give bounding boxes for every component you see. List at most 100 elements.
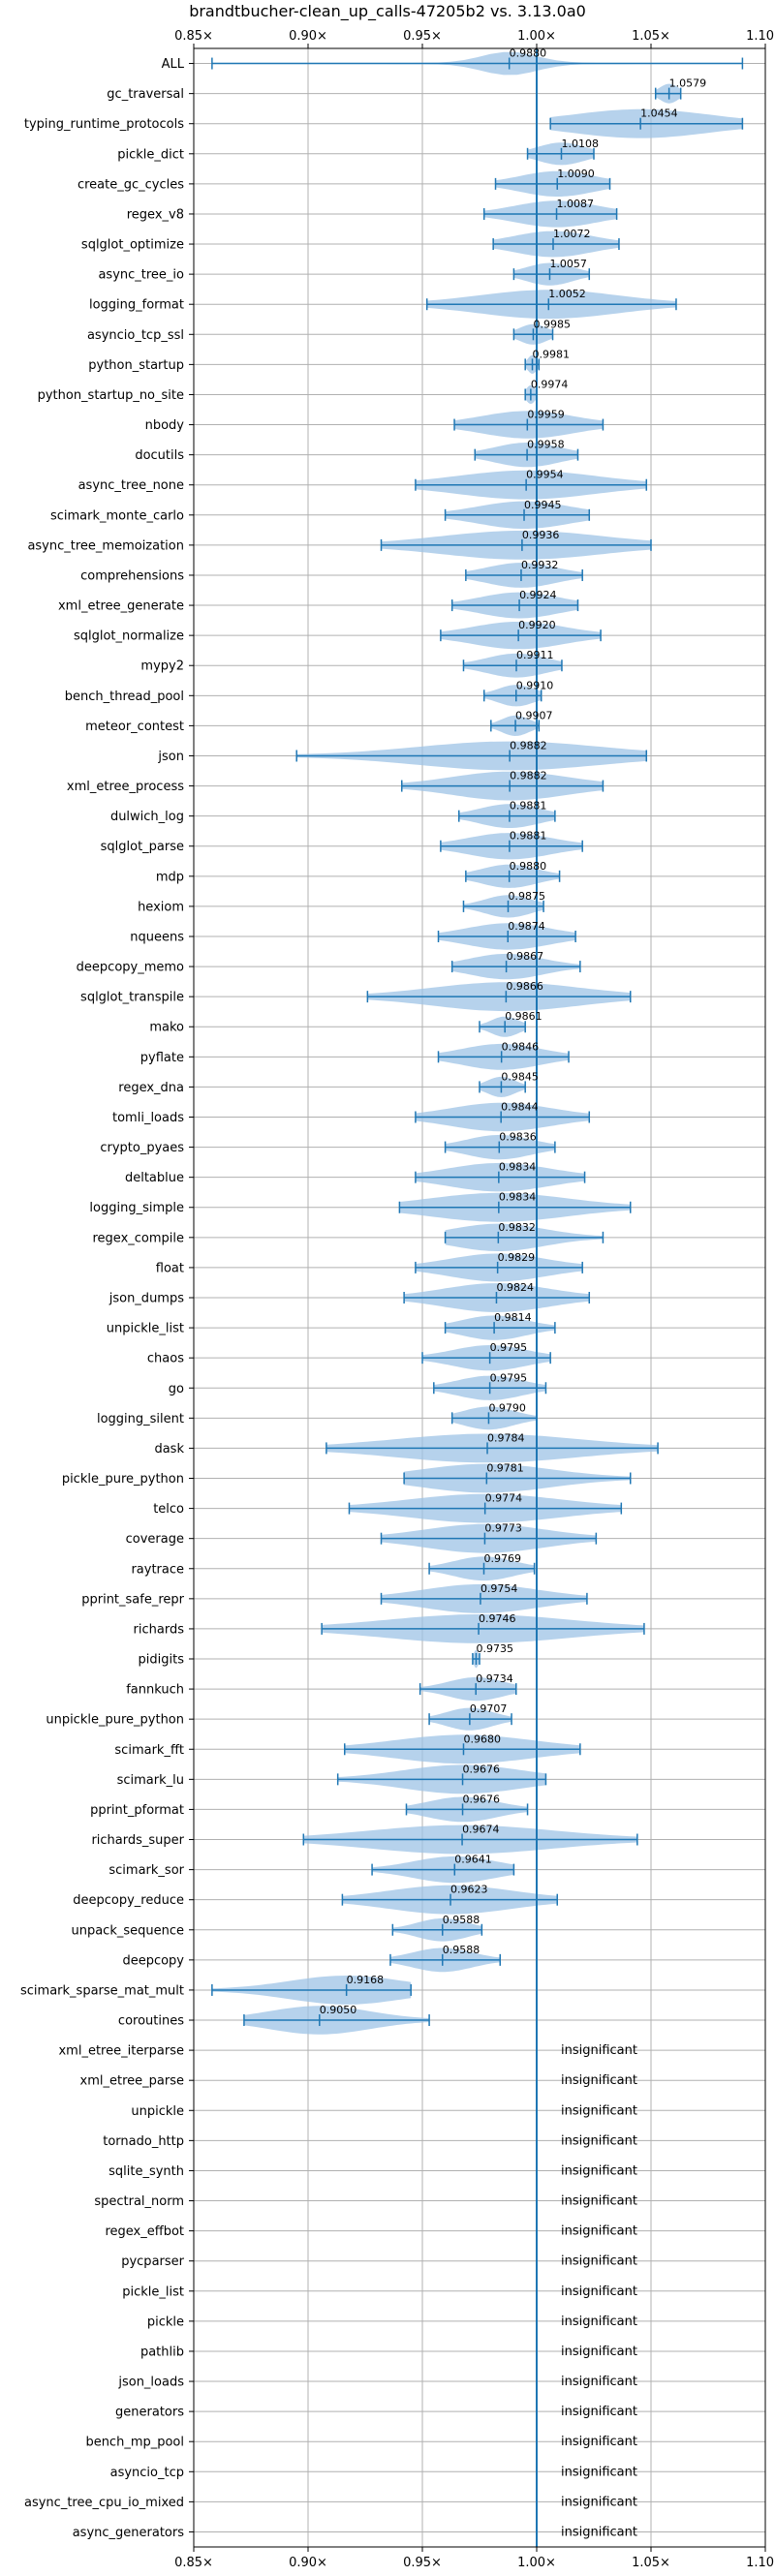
category-label: pidigits [139,1653,185,1668]
value-label: 0.9881 [510,830,547,843]
value-label: 0.9954 [526,469,564,481]
category-label: deepcopy [122,1953,184,1968]
category-label: regex_dna [118,1081,184,1095]
category-label: typing_runtime_protocols [24,117,184,132]
value-label: 0.9774 [485,1492,523,1505]
insignificant-label: insignificant [561,2103,637,2118]
category-label: logging_silent [97,1412,184,1426]
value-label: 0.9911 [516,649,554,661]
value-label: 0.9680 [463,1733,500,1745]
category-label: telco [153,1502,184,1517]
value-label: 0.9881 [510,800,547,813]
chart-title: brandtbucher-clean_up_calls-47205b2 vs. … [189,2,586,21]
value-label: 0.9674 [462,1824,499,1836]
category-label: meteor_contest [85,720,184,734]
category-label: docutils [135,448,184,463]
insignificant-label: insignificant [561,2525,637,2539]
insignificant-label: insignificant [561,2224,637,2239]
value-label: 0.9773 [484,1522,521,1535]
value-label: 0.9829 [498,1251,536,1264]
value-label: 1.0090 [557,168,595,180]
category-label: dulwich_log [110,810,184,824]
category-label: nqueens [130,930,184,944]
category-label: asyncio_tcp [110,2466,184,2480]
insignificant-label: insignificant [561,2043,637,2058]
x-tick-label-bottom: 1.05× [632,2556,670,2570]
value-label: 0.9985 [533,318,571,330]
category-label: async_tree_io [98,268,184,283]
x-tick-label-bottom: 0.95× [403,2556,442,2570]
x-tick-label-bottom: 1.00× [517,2556,556,2570]
insignificant-label: insignificant [561,2285,637,2299]
value-label: 1.0057 [549,258,587,270]
value-label: 0.9735 [476,1642,512,1655]
category-label: scimark_sparse_mat_mult [20,1983,184,1998]
category-label: json [157,750,184,764]
category-label: tornado_http [103,2134,184,2149]
value-label: 0.9981 [533,348,571,360]
plot-frame [193,47,766,2548]
category-label: pprint_pformat [90,1803,184,1818]
insignificant-label: insignificant [561,2315,637,2329]
x-tick-label-bottom: 0.85× [174,2556,213,2570]
category-label: async_tree_none [78,478,184,493]
value-label: 0.9588 [443,1944,480,1956]
value-label: 0.9867 [507,950,544,963]
insignificant-label: insignificant [561,2133,637,2148]
category-label: regex_effbot [105,2224,184,2239]
category-label: pprint_safe_repr [81,1592,184,1607]
category-label: deltablue [125,1171,184,1185]
insignificant-label: insignificant [561,2254,637,2269]
value-label: 0.9936 [522,529,560,541]
value-label: 0.9924 [519,589,557,601]
value-label: 0.9834 [499,1161,537,1174]
value-label: 0.9845 [501,1070,539,1083]
category-label: pickle [147,2315,184,2329]
category-label: unpickle_pure_python [46,1713,184,1728]
category-label: unpack_sequence [71,1923,184,1938]
category-label: mypy2 [140,659,184,674]
value-label: 1.0454 [640,107,678,120]
category-label: float [156,1261,184,1275]
value-label: 0.9814 [494,1311,532,1324]
category-label: deepcopy_reduce [73,1893,184,1908]
category-label: python_startup [88,358,184,373]
category-label: asyncio_tcp_ssl [87,328,184,343]
category-label: hexiom [138,900,184,914]
value-label: 0.9790 [488,1401,526,1414]
value-label: 0.9836 [499,1131,537,1144]
category-label: sqlglot_transpile [80,991,184,1005]
category-label: sqlglot_parse [101,840,184,854]
category-label: scimark_sor [108,1863,184,1878]
value-label: 0.9844 [501,1100,539,1113]
category-label: unpickle_list [107,1322,184,1336]
value-label: 0.9623 [450,1884,488,1896]
category-label: ALL [162,57,185,72]
x-tick-label-bottom: 0.90× [289,2556,327,2570]
value-label: 0.9746 [479,1612,516,1625]
insignificant-label: insignificant [561,2405,637,2419]
value-label: 0.9834 [499,1191,537,1204]
category-label: pyflate [140,1051,184,1065]
value-label: 0.9676 [463,1763,501,1775]
value-label: 1.0072 [553,228,591,240]
category-label: richards [134,1622,185,1637]
category-label: generators [115,2406,184,2420]
value-label: 0.9588 [443,1914,480,1926]
category-label: mako [149,1021,184,1035]
category-label: unpickle [131,2104,184,2119]
category-label: bench_thread_pool [65,690,184,704]
category-label: sqlglot_normalize [74,629,184,644]
insignificant-label: insignificant [561,2495,637,2509]
category-label: logging_format [89,298,184,313]
value-label: 0.9974 [531,378,569,390]
category-label: go [169,1382,184,1396]
value-label: 0.9734 [476,1672,513,1685]
value-label: 0.9824 [496,1281,534,1294]
category-label: scimark_lu [117,1773,184,1788]
insignificant-label: insignificant [561,2194,637,2209]
value-label: 0.9920 [518,619,556,631]
insignificant-label: insignificant [561,2465,637,2479]
value-label: 0.9932 [521,559,559,571]
